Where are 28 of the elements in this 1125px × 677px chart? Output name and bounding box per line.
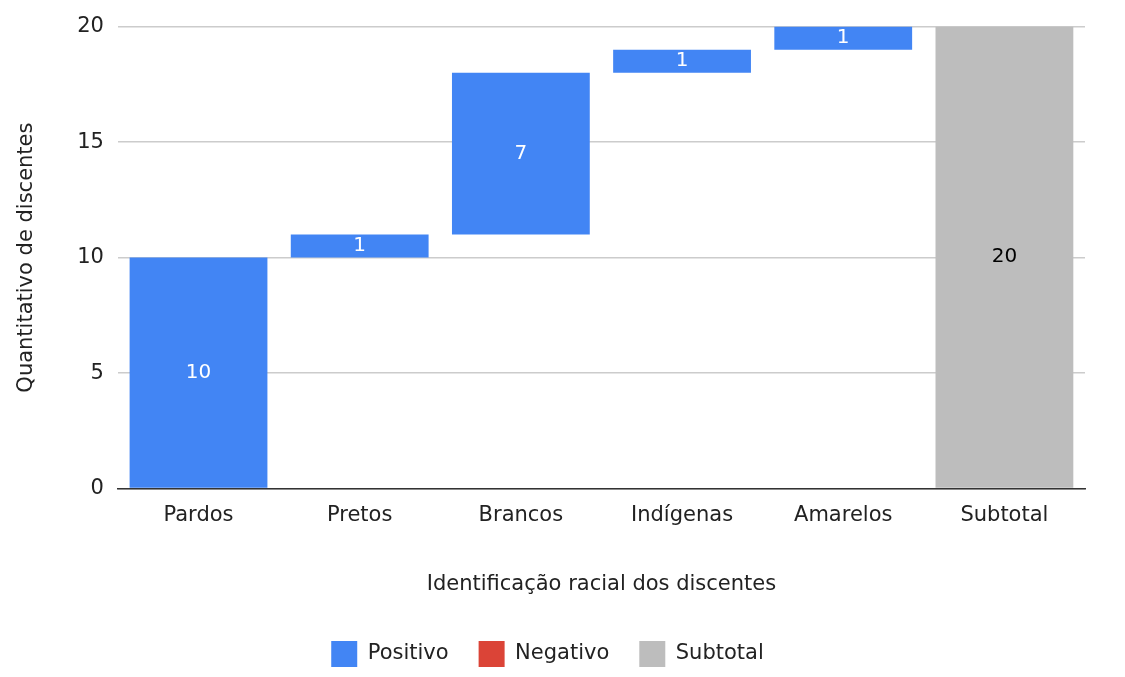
y-tick-label: 10 bbox=[77, 244, 104, 269]
y-axis-title: Quantitativo de discentes bbox=[13, 122, 38, 393]
x-tick-label: Brancos bbox=[478, 501, 564, 526]
bar bbox=[129, 257, 268, 488]
x-tick-label: Pretos bbox=[326, 501, 393, 526]
data-label: 1 bbox=[353, 232, 367, 257]
bar bbox=[451, 72, 590, 235]
bar bbox=[613, 49, 751, 73]
legend-label: Subtotal bbox=[675, 640, 764, 665]
bar bbox=[290, 234, 429, 258]
x-axis-title: Identificação racial dos discentes bbox=[426, 570, 777, 595]
legend-label: Negativo bbox=[515, 640, 610, 665]
y-tick-label: 0 bbox=[90, 475, 104, 500]
x-tick-label: Subtotal bbox=[960, 501, 1049, 526]
y-tick-label: 15 bbox=[77, 128, 104, 153]
data-label: 20 bbox=[991, 243, 1018, 268]
bar bbox=[935, 26, 1074, 488]
data-label: 10 bbox=[185, 358, 212, 383]
data-label: 1 bbox=[675, 47, 689, 72]
x-tick-label: Pardos bbox=[163, 501, 234, 526]
data-label: 1 bbox=[836, 24, 850, 49]
x-tick-label: Indígenas bbox=[631, 501, 734, 526]
y-tick-label: 5 bbox=[90, 359, 104, 384]
legend-label: Positivo bbox=[367, 640, 449, 665]
x-tick-label: Amarelos bbox=[794, 501, 893, 526]
bar bbox=[774, 26, 913, 50]
data-label: 7 bbox=[514, 139, 528, 164]
y-tick-label: 20 bbox=[77, 13, 104, 38]
